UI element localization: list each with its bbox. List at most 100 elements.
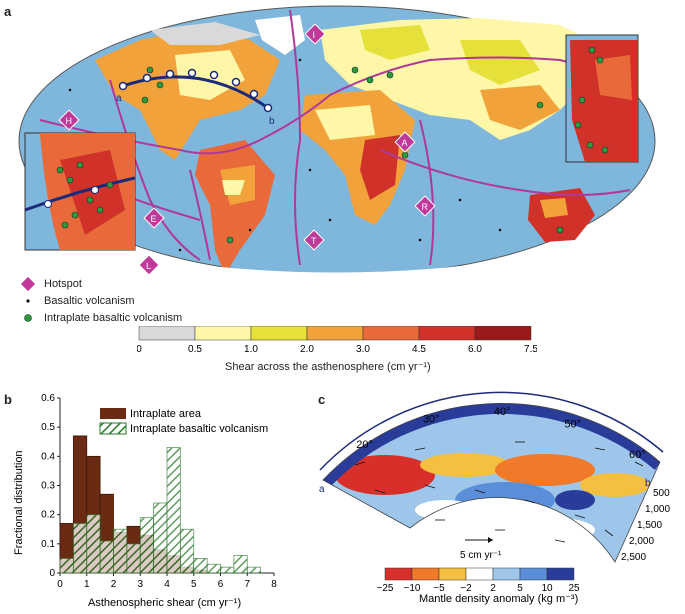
- shear-color-6: [474, 326, 532, 341]
- green-dot-icon: [18, 313, 38, 323]
- angle-label-4: 40°: [494, 406, 511, 418]
- shear-color-4: [362, 326, 420, 341]
- black-dot-icon: [18, 296, 38, 306]
- inset-east-asia: [565, 34, 639, 163]
- density-tick-5: 5: [517, 583, 523, 594]
- velocity-arrows: [354, 441, 644, 543]
- density-tick-6: 10: [541, 583, 553, 594]
- shear-tick-4: 3.0: [356, 344, 370, 355]
- hotspot-icon: [18, 276, 38, 292]
- bar-series1-bin9: [179, 528, 195, 574]
- shear-color-5: [418, 326, 476, 341]
- x-tick-2: 2: [111, 579, 117, 590]
- bar-series1-bin13: [233, 555, 248, 574]
- bar-series1-bin8: [166, 447, 181, 574]
- shear-tick-6: 6.0: [468, 344, 482, 355]
- depth-label-3: 2,000: [629, 536, 654, 547]
- y-tick-1: 0.1: [41, 539, 55, 550]
- density-tick-1: −10: [404, 583, 421, 594]
- density-color-3: [465, 567, 494, 581]
- x-tick-0: 0: [57, 579, 63, 590]
- density-color-0: [384, 567, 413, 581]
- legend-basaltic-volcanism: Intraplate basaltic volcanism: [130, 423, 268, 435]
- y-tick-6: 0.6: [41, 393, 55, 404]
- hotspot-label-i: I: [313, 30, 316, 40]
- profile-label-b: b: [269, 116, 275, 127]
- bar-series1-bin5: [126, 543, 141, 574]
- surface-arc: [319, 391, 664, 471]
- depth-label-0: 500: [653, 488, 670, 499]
- legend-swatch-basaltic-volcanism: [99, 422, 127, 435]
- x-tick-8: 8: [271, 579, 277, 590]
- density-tick-7: 25: [568, 583, 580, 594]
- shear-colorbar: 0 0.5 1.0 2.0 3.0 4.5 6.0 7.5: [137, 326, 537, 355]
- shear-tick-5: 4.5: [412, 344, 426, 355]
- velocity-scale-label: 5 cm yr⁻¹: [460, 550, 502, 561]
- bar-series1-bin0: [59, 558, 74, 574]
- bar-series1-bin11: [206, 563, 221, 574]
- hotspot-label-h: H: [66, 116, 73, 126]
- density-tick-4: 2: [490, 583, 496, 594]
- bar-series1-bin3: [99, 540, 114, 574]
- hotspot-label-e: E: [151, 214, 157, 224]
- y-tick-5: 0.5: [41, 422, 55, 433]
- legend-basaltic: Basaltic volcanism: [44, 294, 135, 307]
- angle-label-6: 60°: [629, 449, 646, 461]
- hotspot-label-a: A: [402, 138, 408, 148]
- world-map: a b I A H E L T R: [18, 5, 656, 275]
- density-color-2: [438, 567, 467, 581]
- legend-swatch-intraplate-area: [100, 408, 126, 419]
- shear-color-3: [306, 326, 364, 341]
- density-color-5: [519, 567, 548, 581]
- panel-b-letter: b: [4, 392, 12, 407]
- shear-tick-0: 0: [137, 344, 142, 355]
- x-axis-label: Asthenospheric shear (cm yr⁻¹): [88, 597, 241, 609]
- depth-label-1: 1,000: [645, 504, 670, 515]
- angle-label-2: 20°: [356, 439, 373, 451]
- depth-label-4: 2,500: [621, 552, 646, 563]
- x-tick-1: 1: [84, 579, 90, 590]
- legend-intraplate: Intraplate basaltic volcanism: [44, 311, 183, 324]
- angle-label-1: 10°: [315, 482, 316, 494]
- panel-a-letter: a: [4, 4, 12, 19]
- cross-section-outline: [322, 403, 661, 563]
- bar-series1-bin2: [86, 514, 101, 574]
- profile-label-a: a: [116, 93, 122, 104]
- y-tick-3: 0.3: [41, 481, 55, 492]
- density-tick-3: −2: [460, 583, 472, 594]
- density-color-1: [411, 567, 440, 581]
- angle-label-5: 50°: [564, 418, 581, 430]
- shear-tick-3: 2.0: [300, 344, 314, 355]
- profile-stations: [118, 68, 273, 113]
- bar-series1-bin1: [72, 523, 88, 574]
- hotspot-label-l: L: [146, 261, 151, 271]
- section-label-b: b: [645, 478, 651, 489]
- shear-color-1: [194, 326, 252, 341]
- shear-tick-2: 1.0: [244, 344, 258, 355]
- density-color-4: [492, 567, 521, 581]
- y-tick-0: 0: [49, 568, 55, 579]
- y-axis-label: Fractional distribution: [13, 450, 25, 555]
- bar-series1-bin14: [246, 566, 262, 574]
- x-tick-6: 6: [218, 579, 224, 590]
- hotspot-markers: I A H E L T R: [58, 23, 436, 275]
- histogram-chart: 0 1 2 3 4 5 6 7 8 0 0.1 0.2 0.3 0.4 0.5 0.6 Intraplate …: [13, 393, 277, 609]
- y-tick-4: 0.4: [41, 451, 55, 462]
- inset-west-us: [24, 132, 136, 251]
- x-tick-4: 4: [164, 579, 170, 590]
- shear-tick-1: 0.5: [188, 344, 202, 355]
- hotspot-label-r: R: [422, 202, 429, 212]
- density-tick-2: −5: [433, 583, 445, 594]
- legend-intraplate-area: Intraplate area: [130, 408, 202, 420]
- density-colorbar-title: Mantle density anomaly (kg m⁻³): [419, 593, 578, 605]
- bar-series1-bin4: [113, 528, 128, 574]
- section-label-a: a: [319, 484, 325, 495]
- shear-colorbar-title: Shear across the asthenosphere (cm yr⁻¹): [225, 361, 431, 373]
- hotspot-label-t: T: [311, 236, 317, 246]
- x-tick-7: 7: [244, 579, 250, 590]
- y-tick-2: 0.2: [41, 510, 55, 521]
- density-color-6: [546, 567, 575, 581]
- bar-series1-bin7: [153, 502, 168, 574]
- bar-series1-bin12: [220, 566, 235, 574]
- depth-label-2: 1,500: [637, 520, 662, 531]
